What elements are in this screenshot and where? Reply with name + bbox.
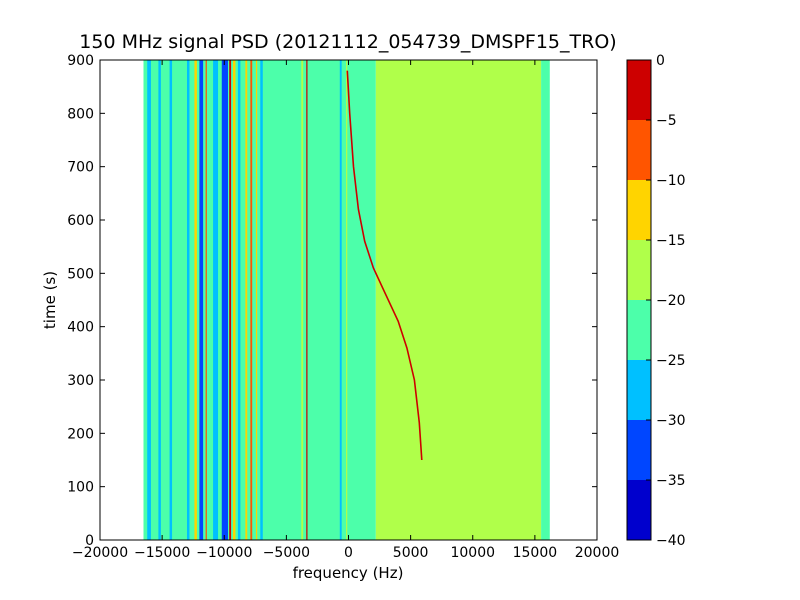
colorbar-tick-label: −25: [656, 353, 686, 369]
psd-band: [186, 60, 190, 540]
y-tick-label: 700: [67, 160, 94, 176]
x-tick-label: −10000: [196, 545, 252, 561]
psd-band: [229, 60, 232, 540]
colorbar-segment: [627, 480, 651, 540]
psd-band: [213, 60, 219, 540]
psd-band: [301, 60, 304, 540]
y-tick-label: 400: [67, 320, 94, 336]
psd-band: [306, 60, 308, 540]
colorbar-segment: [627, 180, 651, 240]
psd-band: [255, 60, 258, 540]
colorbar-segment: [627, 240, 651, 300]
y-tick-label: 200: [67, 426, 94, 442]
y-tick-label: 600: [67, 213, 94, 229]
psd-band: [205, 60, 207, 540]
y-tick-label: 900: [67, 53, 94, 69]
x-tick-label: 15000: [513, 545, 558, 561]
colorbar-tick-label: −15: [656, 233, 686, 249]
colorbar-segment: [627, 120, 651, 180]
psd-band: [245, 60, 248, 540]
x-tick-label: 20000: [575, 545, 620, 561]
colorbar-tick-label: −20: [656, 293, 686, 309]
psd-band: [199, 60, 204, 540]
colorbar-segment: [627, 360, 651, 420]
colorbar-segment: [627, 60, 651, 120]
psd-band: [194, 60, 197, 540]
psd-band: [346, 60, 348, 540]
y-tick-label: 300: [67, 373, 94, 389]
y-tick-label: 0: [85, 533, 94, 549]
colorbar-tick-label: −10: [656, 173, 686, 189]
colorbar-tick-label: −5: [656, 113, 677, 129]
x-tick-label: −15000: [134, 545, 190, 561]
psd-band: [221, 60, 228, 540]
x-axis-ticks: −20000 −15000 −10000 −5000 0 5000 10000 15000 20…: [72, 60, 619, 561]
psd-band: [339, 60, 342, 540]
y-axis-label: time (s): [41, 271, 59, 329]
y-tick-label: 100: [67, 480, 94, 496]
colorbar-tick-label: −35: [656, 473, 686, 489]
colorbar-tick-label: −40: [656, 533, 686, 549]
psd-band: [158, 60, 161, 540]
x-tick-label: 5000: [393, 545, 429, 561]
colorbar-segment: [627, 420, 651, 480]
colorbar: −40 −35 −30 −25 −20 −15 −10 −5 0: [626, 53, 686, 549]
psd-band: [169, 60, 173, 540]
psd-band: [237, 60, 241, 540]
psd-band: [260, 60, 263, 540]
doppler-signal-trace: [346, 70, 423, 461]
y-axis-ticks: 0 100 200 300 400 500 600 700 800 900: [67, 53, 597, 549]
colorbar-tick-label: −30: [656, 413, 686, 429]
chart-title: 150 MHz signal PSD (20121112_054739_DMSP…: [79, 31, 616, 53]
psd-region: [375, 60, 542, 540]
x-tick-label: −20000: [72, 545, 128, 561]
psd-band: [232, 60, 236, 540]
psd-region: [541, 60, 550, 540]
psd-region: [348, 60, 376, 540]
x-tick-label: −5000: [263, 545, 310, 561]
plot-area: −20000 −15000 −10000 −5000 0 5000 10000 15000 20…: [67, 53, 619, 561]
x-axis-label: frequency (Hz): [293, 564, 404, 582]
x-tick-label: 10000: [450, 545, 495, 561]
colorbar-segment: [627, 300, 651, 360]
colorbar-tick-label: 0: [656, 53, 665, 69]
x-tick-label: 0: [344, 545, 353, 561]
plot-content: [143, 60, 550, 540]
y-tick-label: 800: [67, 106, 94, 122]
y-tick-label: 500: [67, 266, 94, 282]
psd-band: [147, 60, 151, 540]
psd-band: [250, 60, 253, 540]
